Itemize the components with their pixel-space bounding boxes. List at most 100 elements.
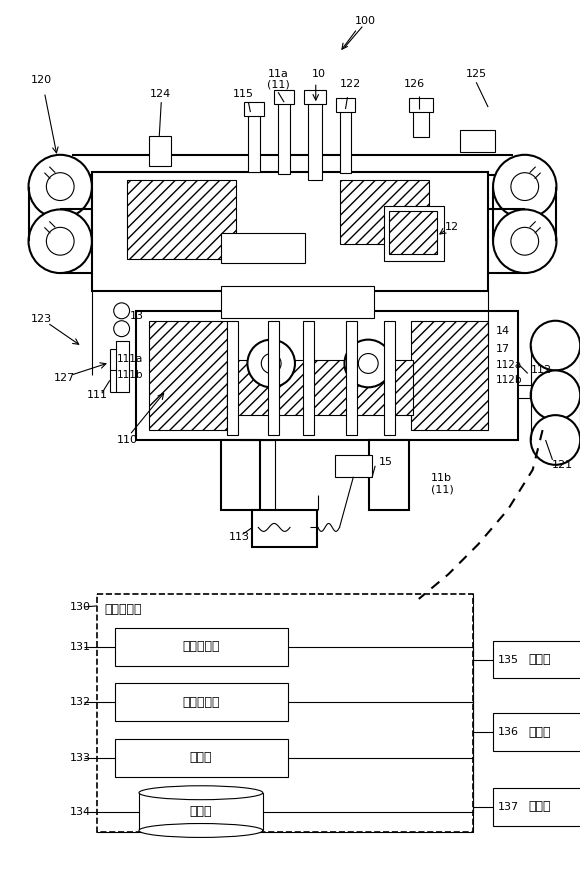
Bar	[384, 321, 395, 435]
Circle shape	[359, 354, 378, 373]
Text: (11): (11)	[431, 485, 454, 495]
Text: 演算部: 演算部	[189, 752, 212, 765]
Bar	[308, 102, 322, 180]
Text: 127: 127	[54, 373, 76, 384]
Bar	[115, 628, 288, 665]
Text: 126: 126	[404, 80, 425, 89]
Bar	[268, 321, 279, 435]
Text: 113: 113	[229, 532, 250, 543]
Bar	[278, 102, 290, 174]
Text: 130: 130	[70, 602, 91, 612]
Text: 132: 132	[70, 697, 92, 707]
Bar	[384, 206, 444, 261]
Circle shape	[29, 155, 92, 218]
Bar	[149, 321, 227, 430]
Bar	[115, 739, 288, 777]
Bar	[221, 440, 260, 510]
Text: 121: 121	[552, 460, 573, 470]
Bar	[227, 321, 237, 435]
Text: 111b: 111b	[117, 371, 143, 380]
Bar	[409, 98, 433, 112]
Text: 122: 122	[339, 80, 361, 89]
Bar	[493, 713, 583, 751]
Text: 136: 136	[498, 727, 519, 737]
Circle shape	[511, 173, 539, 200]
Text: 17: 17	[496, 343, 510, 354]
Bar	[303, 321, 314, 435]
Text: 13: 13	[129, 311, 143, 321]
Bar	[97, 594, 473, 832]
Text: 112b: 112b	[496, 375, 522, 385]
Circle shape	[345, 340, 392, 387]
Text: 110: 110	[117, 435, 138, 445]
Text: 入力部: 入力部	[528, 653, 551, 666]
Circle shape	[261, 354, 281, 373]
Bar	[411, 321, 488, 430]
Text: 112a: 112a	[496, 360, 522, 371]
Bar	[339, 180, 429, 244]
Bar	[115, 341, 129, 392]
Text: 131: 131	[70, 642, 91, 652]
Circle shape	[29, 210, 92, 273]
Ellipse shape	[139, 823, 263, 837]
Text: 115: 115	[233, 89, 254, 99]
Circle shape	[247, 340, 295, 387]
Bar	[274, 90, 294, 104]
Text: 出力部: 出力部	[528, 800, 551, 813]
Circle shape	[493, 210, 556, 273]
Circle shape	[531, 371, 580, 420]
Bar	[248, 112, 260, 171]
Bar	[139, 793, 264, 830]
Ellipse shape	[139, 786, 263, 800]
Text: 駆動制御部: 駆動制御部	[182, 640, 220, 653]
Bar	[461, 130, 495, 152]
Bar	[493, 787, 583, 826]
Circle shape	[114, 321, 129, 336]
Text: 120: 120	[30, 75, 52, 86]
Bar	[115, 683, 288, 721]
Bar	[149, 136, 171, 166]
Text: 125: 125	[466, 69, 487, 80]
Text: 111a: 111a	[117, 353, 143, 364]
Text: 112: 112	[531, 365, 552, 376]
Bar	[413, 109, 429, 137]
Bar	[369, 440, 409, 510]
Bar	[136, 311, 518, 440]
Text: 133: 133	[70, 753, 91, 763]
Text: (11): (11)	[267, 80, 290, 89]
Bar	[127, 180, 236, 259]
Text: 11a: 11a	[268, 69, 289, 80]
Circle shape	[114, 303, 129, 319]
Bar	[493, 641, 583, 678]
Circle shape	[531, 321, 580, 371]
Circle shape	[531, 415, 580, 465]
Circle shape	[493, 155, 556, 218]
Circle shape	[47, 227, 74, 255]
Bar	[304, 90, 326, 104]
Bar	[346, 321, 357, 435]
Bar	[221, 233, 305, 263]
Text: 10: 10	[312, 69, 326, 80]
Text: 評価部: 評価部	[528, 725, 551, 739]
Bar	[252, 510, 317, 547]
Text: 11b: 11b	[431, 473, 452, 482]
Circle shape	[511, 227, 539, 255]
Text: 123: 123	[30, 314, 52, 323]
Text: 12: 12	[444, 222, 459, 232]
Text: 100: 100	[354, 16, 375, 25]
Text: 15: 15	[379, 457, 393, 467]
Bar	[97, 594, 473, 832]
Bar	[339, 109, 352, 173]
Text: 14: 14	[496, 326, 510, 336]
Text: 135: 135	[498, 655, 519, 664]
Bar	[227, 360, 413, 415]
Bar	[221, 286, 374, 318]
Text: 137: 137	[498, 801, 519, 812]
Text: メモリ: メモリ	[189, 805, 212, 818]
Text: 演算制御部: 演算制御部	[105, 603, 142, 616]
Text: 計測制御部: 計測制御部	[182, 696, 220, 709]
Bar	[335, 454, 372, 476]
Bar	[244, 102, 264, 116]
Text: 124: 124	[149, 89, 171, 99]
Text: 134: 134	[70, 807, 92, 816]
